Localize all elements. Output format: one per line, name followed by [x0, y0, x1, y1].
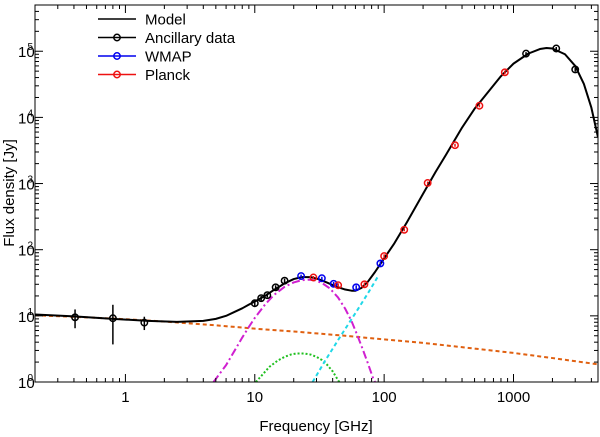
wmap-point	[376, 259, 385, 268]
legend-label: Ancillary data	[145, 30, 236, 47]
wmap-point	[352, 283, 361, 292]
planck-point	[500, 68, 509, 77]
planck-point	[309, 273, 318, 282]
ancillary-data-point	[257, 294, 266, 303]
y-tick-label: 101	[18, 307, 35, 326]
y-tick-exponent: 3	[27, 175, 33, 186]
y-tick-label: 103	[18, 175, 35, 194]
y-tick-base: 10	[18, 309, 35, 326]
ancillary-data-point	[271, 283, 280, 292]
planck-point	[360, 280, 369, 289]
model-curve-orange-dashed	[35, 314, 598, 366]
y-tick-base: 10	[18, 243, 35, 260]
legend-marker	[113, 33, 121, 42]
ancillary-data-point	[108, 314, 117, 323]
y-tick-exponent: 2	[27, 241, 33, 252]
model-curve-cyan-dashed	[311, 275, 380, 382]
y-tick-exponent: 0	[27, 373, 33, 384]
legend-label: Model	[145, 12, 186, 29]
ancillary-data-point	[263, 291, 272, 300]
planck-point	[423, 179, 432, 187]
y-axis-title: Flux density [Jy]	[1, 139, 18, 247]
planck-point	[400, 225, 409, 234]
ancillary-data-point	[140, 318, 149, 327]
ancillary-data-point	[571, 65, 580, 74]
ancillary-data-point	[71, 313, 80, 322]
model-curves	[35, 46, 598, 382]
y-tick-base: 10	[18, 44, 35, 61]
wmap-point	[329, 279, 338, 288]
y-tick-exponent: 4	[27, 108, 33, 119]
wmap-point	[317, 274, 326, 283]
y-tick-base: 10	[18, 375, 35, 392]
y-tick-base: 10	[18, 177, 35, 194]
x-tick-label: 100	[372, 389, 397, 406]
y-tick-exponent: 5	[27, 42, 33, 53]
ancillary-data-point	[552, 44, 561, 53]
y-tick-exponent: 1	[27, 307, 33, 318]
model-curve-magenta-dashdot	[212, 278, 376, 382]
ancillary-data-point	[250, 299, 259, 308]
legend-label: WMAP	[145, 49, 192, 66]
wmap-point	[297, 272, 306, 280]
plot-frame	[34, 4, 599, 383]
legend-label: Planck	[145, 67, 191, 84]
x-axis-title: Frequency [GHz]	[259, 418, 372, 435]
planck-point	[380, 252, 389, 261]
x-tick-label: 10	[246, 389, 263, 406]
planck-point	[451, 141, 459, 150]
data-points	[71, 44, 580, 345]
y-tick-base: 10	[18, 110, 35, 127]
planck-point	[334, 281, 343, 290]
model-curve-total-model	[35, 46, 598, 323]
x-tick-label: 1000	[497, 389, 530, 406]
y-tick-label: 105	[18, 42, 35, 61]
y-tick-label: 100	[18, 373, 35, 392]
y-tick-label: 104	[18, 108, 35, 127]
y-tick-label: 102	[18, 241, 35, 260]
x-tick-label: 1	[121, 389, 129, 406]
ancillary-data-point	[522, 49, 530, 58]
planck-point	[475, 101, 484, 110]
legend-marker	[113, 70, 121, 79]
legend-marker	[113, 52, 121, 60]
ancillary-data-point	[280, 276, 289, 285]
